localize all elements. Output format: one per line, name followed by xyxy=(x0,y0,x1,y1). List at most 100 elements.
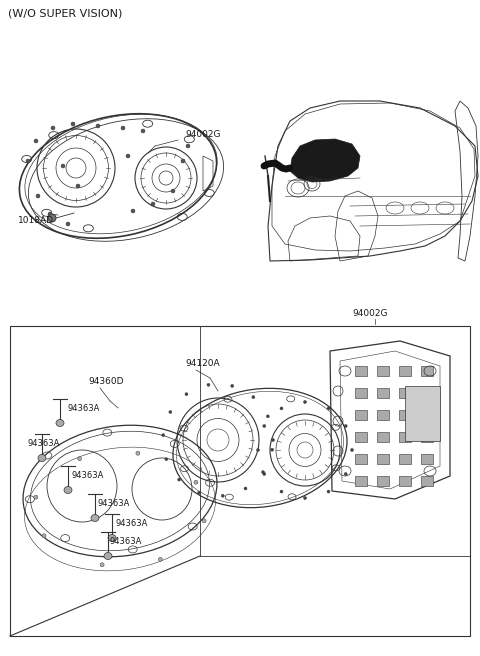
Bar xyxy=(421,432,433,442)
Ellipse shape xyxy=(38,455,46,462)
Circle shape xyxy=(42,534,46,538)
Bar xyxy=(355,410,367,420)
Circle shape xyxy=(350,449,353,451)
Circle shape xyxy=(303,497,307,499)
Circle shape xyxy=(262,470,264,474)
Text: 1018AD: 1018AD xyxy=(18,216,54,225)
Bar xyxy=(355,476,367,486)
Circle shape xyxy=(171,189,175,193)
Text: 94363A: 94363A xyxy=(115,519,147,528)
Bar xyxy=(399,432,411,442)
Ellipse shape xyxy=(48,214,56,222)
Circle shape xyxy=(280,490,283,493)
Circle shape xyxy=(51,126,55,130)
Circle shape xyxy=(263,472,266,476)
Circle shape xyxy=(141,129,145,133)
Ellipse shape xyxy=(64,487,72,493)
Circle shape xyxy=(48,215,56,222)
Circle shape xyxy=(131,209,135,213)
Bar xyxy=(355,366,367,376)
Bar xyxy=(10,326,470,636)
Polygon shape xyxy=(290,139,360,182)
Text: 94363A: 94363A xyxy=(72,471,104,480)
Bar xyxy=(421,410,433,420)
Circle shape xyxy=(256,449,260,451)
Bar xyxy=(399,410,411,420)
Bar xyxy=(355,454,367,464)
Bar xyxy=(399,388,411,398)
Circle shape xyxy=(61,164,65,168)
Ellipse shape xyxy=(91,514,99,522)
Circle shape xyxy=(26,159,30,163)
Circle shape xyxy=(136,451,140,455)
Circle shape xyxy=(151,202,155,206)
Circle shape xyxy=(126,154,130,158)
Circle shape xyxy=(252,396,255,399)
Circle shape xyxy=(344,424,347,428)
Bar xyxy=(405,386,440,441)
Circle shape xyxy=(76,184,80,188)
Circle shape xyxy=(185,393,188,396)
Text: 94363A: 94363A xyxy=(68,404,100,413)
Bar xyxy=(377,388,389,398)
Circle shape xyxy=(221,494,224,497)
Ellipse shape xyxy=(56,419,64,426)
Circle shape xyxy=(327,407,330,410)
Circle shape xyxy=(266,415,269,418)
Bar xyxy=(421,476,433,486)
Bar xyxy=(421,454,433,464)
Text: 94363A: 94363A xyxy=(110,537,143,546)
Circle shape xyxy=(231,384,234,388)
Ellipse shape xyxy=(108,535,116,541)
Circle shape xyxy=(100,563,104,567)
Circle shape xyxy=(327,490,330,493)
Circle shape xyxy=(158,558,162,562)
Circle shape xyxy=(280,407,283,410)
Circle shape xyxy=(121,126,125,130)
Circle shape xyxy=(34,495,38,499)
Bar xyxy=(355,388,367,398)
Circle shape xyxy=(198,491,201,494)
Bar xyxy=(421,388,433,398)
Circle shape xyxy=(271,448,274,451)
Bar xyxy=(355,432,367,442)
Bar xyxy=(377,476,389,486)
Circle shape xyxy=(344,472,347,476)
Circle shape xyxy=(78,457,82,461)
Bar xyxy=(421,366,433,376)
Bar xyxy=(399,366,411,376)
Text: 94120A: 94120A xyxy=(185,359,220,368)
Circle shape xyxy=(96,124,100,128)
Circle shape xyxy=(66,222,70,226)
Circle shape xyxy=(181,159,185,163)
Circle shape xyxy=(244,487,247,490)
Bar xyxy=(399,476,411,486)
Ellipse shape xyxy=(104,552,112,560)
Circle shape xyxy=(165,458,168,461)
Circle shape xyxy=(178,478,180,481)
Circle shape xyxy=(71,122,75,126)
Bar xyxy=(377,366,389,376)
Circle shape xyxy=(272,438,275,441)
Text: 94002G: 94002G xyxy=(352,309,387,318)
Circle shape xyxy=(263,424,266,428)
Circle shape xyxy=(34,139,38,143)
Circle shape xyxy=(194,480,198,484)
Bar xyxy=(399,454,411,464)
Bar xyxy=(377,410,389,420)
Text: 94363A: 94363A xyxy=(28,439,60,448)
Circle shape xyxy=(303,401,307,403)
Text: 94363A: 94363A xyxy=(98,499,131,508)
Text: (W/O SUPER VISION): (W/O SUPER VISION) xyxy=(8,8,122,18)
Bar xyxy=(377,454,389,464)
Circle shape xyxy=(202,519,206,523)
Circle shape xyxy=(36,194,40,198)
Circle shape xyxy=(48,212,52,216)
Text: 94360D: 94360D xyxy=(88,377,123,386)
Circle shape xyxy=(186,144,190,148)
Circle shape xyxy=(207,383,210,386)
Circle shape xyxy=(162,434,165,437)
Circle shape xyxy=(169,411,172,413)
Text: 94002G: 94002G xyxy=(185,130,220,139)
Bar xyxy=(377,432,389,442)
